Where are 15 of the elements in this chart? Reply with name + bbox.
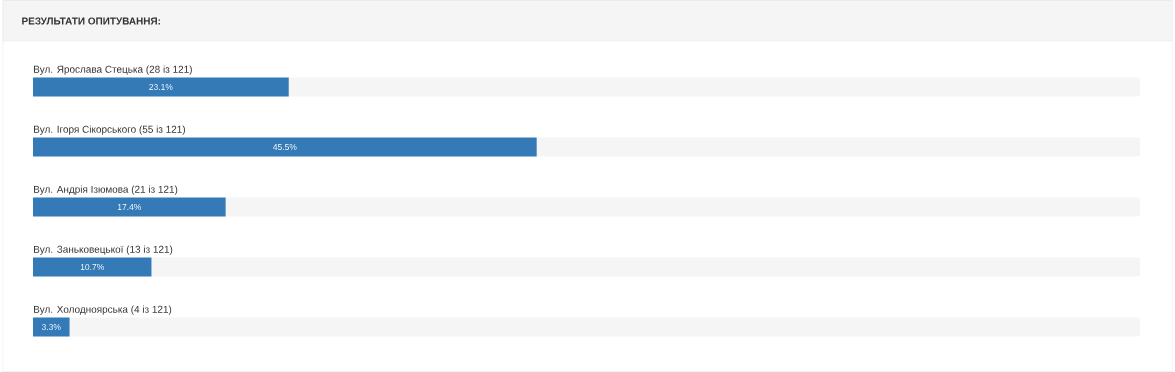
y-tick-label: Вул. Холодноярська (4 із 121) — [34, 305, 172, 315]
bar — [33, 77, 289, 97]
data-label: 45.5% — [273, 144, 297, 150]
bar — [33, 257, 152, 277]
data-label: 10.7% — [80, 264, 104, 270]
y-tick-label: Вул. Ігоря Сікорського (55 із 121) — [34, 125, 185, 135]
y-tick-label: Вул. Ярослава Стецька (28 із 121) — [34, 65, 192, 75]
chart-title: РЕЗУЛЬТАТИ ОПИТУВАННЯ: — [22, 17, 160, 25]
bar — [33, 197, 226, 217]
y-tick-label: Вул. Заньковецької (13 із 121) — [34, 245, 173, 255]
y-tick-label: Вул. Андрія Ізюмова (21 із 121) — [34, 185, 178, 195]
data-label: 23.1% — [149, 84, 173, 90]
bar — [33, 317, 70, 337]
data-label: 17.4% — [117, 204, 142, 210]
data-label: 3.3% — [41, 324, 61, 330]
